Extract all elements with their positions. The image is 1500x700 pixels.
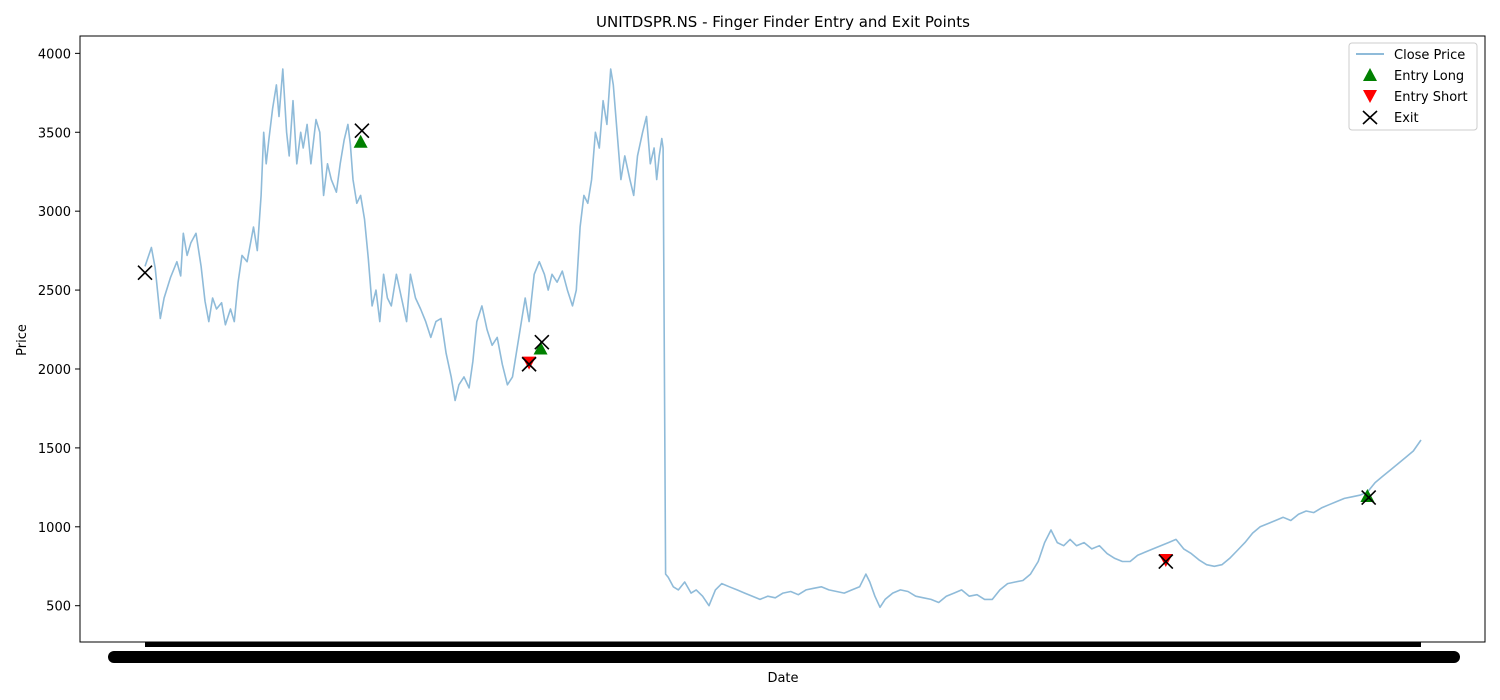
chart-title: UNITDSPR.NS - Finger Finder Entry and Ex… bbox=[596, 13, 970, 31]
entry-long-marker bbox=[353, 134, 368, 148]
exit-marker bbox=[354, 123, 370, 139]
exit-marker bbox=[521, 356, 537, 372]
y-tick-label: 4000 bbox=[38, 47, 71, 62]
legend: Close Price Entry Long Entry Short Exit bbox=[1348, 42, 1478, 131]
legend-label-entry-long: Entry Long bbox=[1394, 69, 1464, 84]
y-tick-label: 3500 bbox=[38, 126, 71, 141]
y-axis: 500 1000 1500 2000 2500 3000 3500 4000 bbox=[38, 47, 80, 615]
y-tick-label: 500 bbox=[46, 600, 71, 615]
entry-long-marker bbox=[533, 341, 548, 355]
x-axis-label: Date bbox=[767, 671, 798, 686]
exit-marker bbox=[137, 265, 153, 281]
legend-label-close-price: Close Price bbox=[1394, 48, 1465, 63]
y-tick-label: 1500 bbox=[38, 442, 71, 457]
x-tick-labels-band bbox=[108, 651, 1460, 663]
exit-marker bbox=[1158, 553, 1174, 570]
y-tick-label: 2000 bbox=[38, 363, 71, 378]
legend-swatch-exit bbox=[1362, 110, 1378, 125]
exit-marker bbox=[1361, 490, 1377, 506]
legend-label-entry-short: Entry Short bbox=[1394, 90, 1468, 105]
exit-marker bbox=[534, 334, 550, 350]
series-layer bbox=[144, 68, 1422, 609]
markers-layer bbox=[137, 123, 1377, 570]
y-tick-label: 3000 bbox=[38, 205, 71, 220]
y-axis-label: Price bbox=[15, 324, 30, 356]
legend-label-exit: Exit bbox=[1394, 111, 1419, 126]
legend-swatch-entry-short bbox=[1363, 90, 1377, 103]
plot-area: 500 1000 1500 2000 2500 3000 3500 4000 bbox=[38, 35, 1486, 663]
y-tick-label: 2500 bbox=[38, 284, 71, 299]
y-tick-label: 1000 bbox=[38, 521, 71, 536]
legend-box bbox=[1348, 42, 1478, 131]
close-price-line bbox=[144, 68, 1422, 609]
x-axis bbox=[108, 642, 1460, 663]
x-ticks-band bbox=[145, 642, 1421, 647]
legend-swatch-entry-long bbox=[1363, 68, 1377, 81]
